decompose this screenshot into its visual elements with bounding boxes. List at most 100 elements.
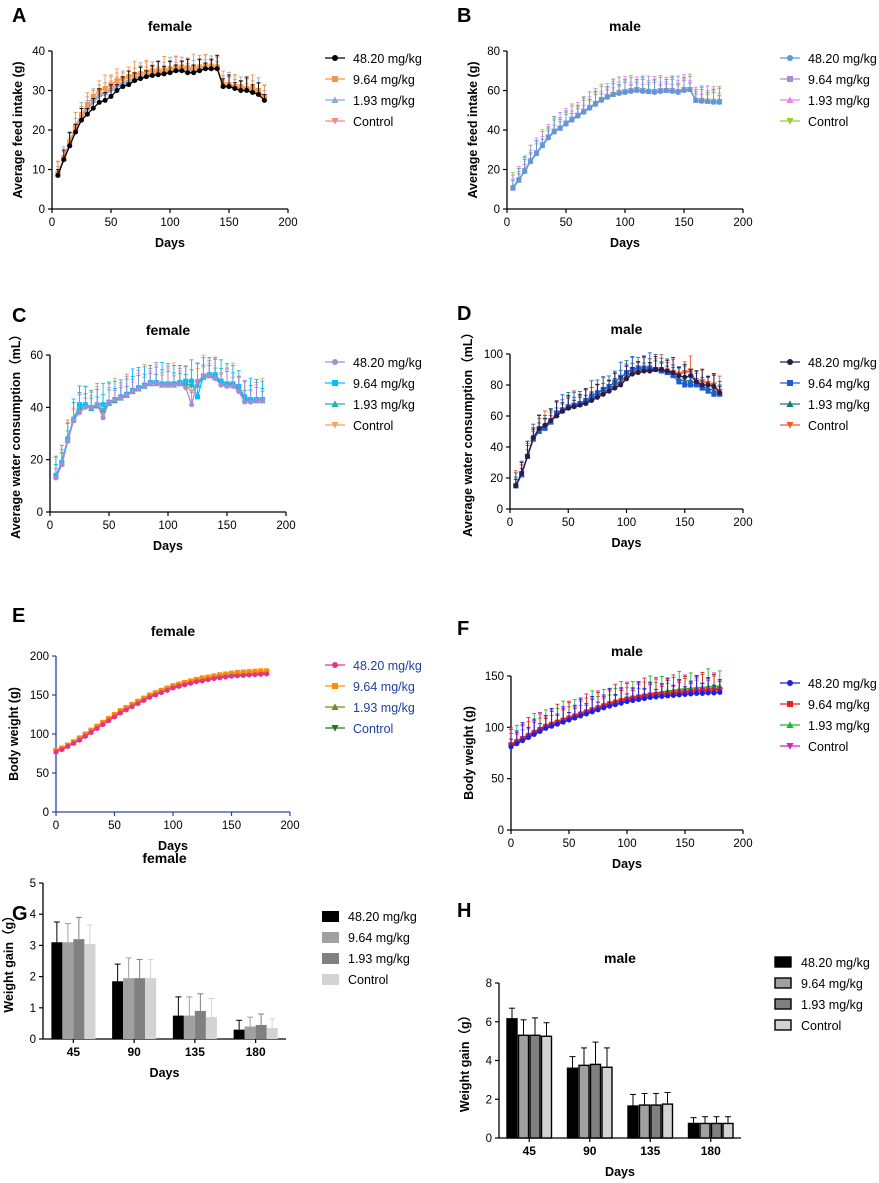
y-tick-label: 150 <box>30 690 49 702</box>
bar <box>233 1029 245 1039</box>
legend-marker <box>786 400 794 407</box>
data-point <box>211 673 217 679</box>
y-tick-label: 40 <box>32 46 45 58</box>
bar <box>566 1067 579 1139</box>
x-tick-label: 50 <box>103 520 116 532</box>
data-point <box>79 117 84 123</box>
legend-marker <box>331 118 339 125</box>
data-point <box>240 669 246 675</box>
legend-label: 48.20 mg/kg <box>808 677 877 691</box>
data-point <box>193 679 199 685</box>
data-point <box>171 382 177 388</box>
bar <box>627 1105 639 1139</box>
data-point <box>135 701 141 707</box>
series-line <box>55 670 267 752</box>
chart-title: female <box>142 850 187 866</box>
data-point <box>205 677 211 683</box>
data-point <box>669 88 675 94</box>
data-point <box>640 88 646 94</box>
data-point <box>705 690 711 696</box>
data-point <box>676 379 682 385</box>
data-point <box>693 379 699 385</box>
x-axis-label: Days <box>155 236 185 250</box>
y-tick-label: 60 <box>487 86 500 98</box>
y-tick-label: 0 <box>39 204 45 216</box>
legend-label: 1.93 mg/kg <box>801 998 863 1012</box>
data-point <box>545 135 551 141</box>
x-axis-label: Days <box>612 857 642 871</box>
panel-letter: D <box>457 303 471 325</box>
x-tick-label: 100 <box>158 520 177 532</box>
data-point <box>622 89 628 95</box>
data-point <box>147 694 153 700</box>
data-point <box>226 84 232 90</box>
legend-label: Control <box>353 722 393 736</box>
x-tick-label: 0 <box>53 820 59 832</box>
series-2 <box>52 357 266 480</box>
x-tick-label: 180 <box>701 1144 721 1158</box>
data-point <box>220 84 226 90</box>
data-point <box>229 673 234 679</box>
bar <box>517 1034 530 1139</box>
data-point <box>681 88 687 93</box>
data-point <box>717 689 723 695</box>
data-point <box>569 117 575 123</box>
legend: 48.20 mg/kg 9.64 mg/kg 1.93 mg/kg Control <box>325 659 422 736</box>
data-point <box>699 385 705 391</box>
data-point <box>581 109 587 115</box>
data-point <box>123 707 129 713</box>
data-point <box>126 82 132 88</box>
y-tick-label: 80 <box>490 380 503 392</box>
data-point <box>53 749 59 755</box>
data-point <box>189 378 195 384</box>
chart-title: male <box>611 321 643 337</box>
data-point <box>571 404 577 410</box>
series-line <box>512 88 720 189</box>
y-tick-label: 3 <box>30 940 36 952</box>
data-point <box>112 396 118 402</box>
x-tick-label: 45 <box>523 1144 537 1158</box>
data-point <box>610 91 616 97</box>
series-1 <box>53 357 265 478</box>
y-tick-label: 150 <box>485 671 504 683</box>
data-point <box>202 66 208 72</box>
data-point <box>628 88 634 94</box>
legend-label: Control <box>808 115 848 129</box>
x-tick-label: 0 <box>504 217 510 229</box>
data-point <box>560 719 566 725</box>
data-point <box>659 694 665 700</box>
data-point <box>152 692 158 698</box>
data-point <box>583 401 589 407</box>
data-point <box>618 382 624 388</box>
legend-label: 1.93 mg/kg <box>808 94 870 108</box>
y-tick-label: 80 <box>487 46 500 58</box>
data-point <box>600 391 606 397</box>
x-tick-label: 200 <box>276 520 295 532</box>
x-axis-label: Days <box>605 1165 635 1179</box>
bar <box>687 1122 700 1139</box>
data-point <box>536 425 542 431</box>
series-0 <box>55 54 267 178</box>
data-point <box>520 738 526 744</box>
data-point <box>675 89 681 95</box>
legend-label: 9.64 mg/kg <box>801 977 863 991</box>
data-point <box>167 70 173 76</box>
x-axis-label: Days <box>612 536 642 550</box>
legend-swatch <box>322 974 339 985</box>
data-point <box>106 399 112 405</box>
data-point <box>129 704 135 710</box>
data-point <box>155 72 161 78</box>
data-point <box>88 729 94 735</box>
data-point <box>206 373 212 379</box>
data-point <box>120 84 126 90</box>
data-point <box>82 733 88 739</box>
y-tick-label: 100 <box>484 349 503 361</box>
y-tick-label: 50 <box>491 774 504 786</box>
y-tick-label: 50 <box>36 768 49 780</box>
panel-letter: H <box>457 900 471 922</box>
x-tick-label: 150 <box>219 217 238 229</box>
data-point <box>577 402 583 408</box>
legend-label: Control <box>808 740 848 754</box>
